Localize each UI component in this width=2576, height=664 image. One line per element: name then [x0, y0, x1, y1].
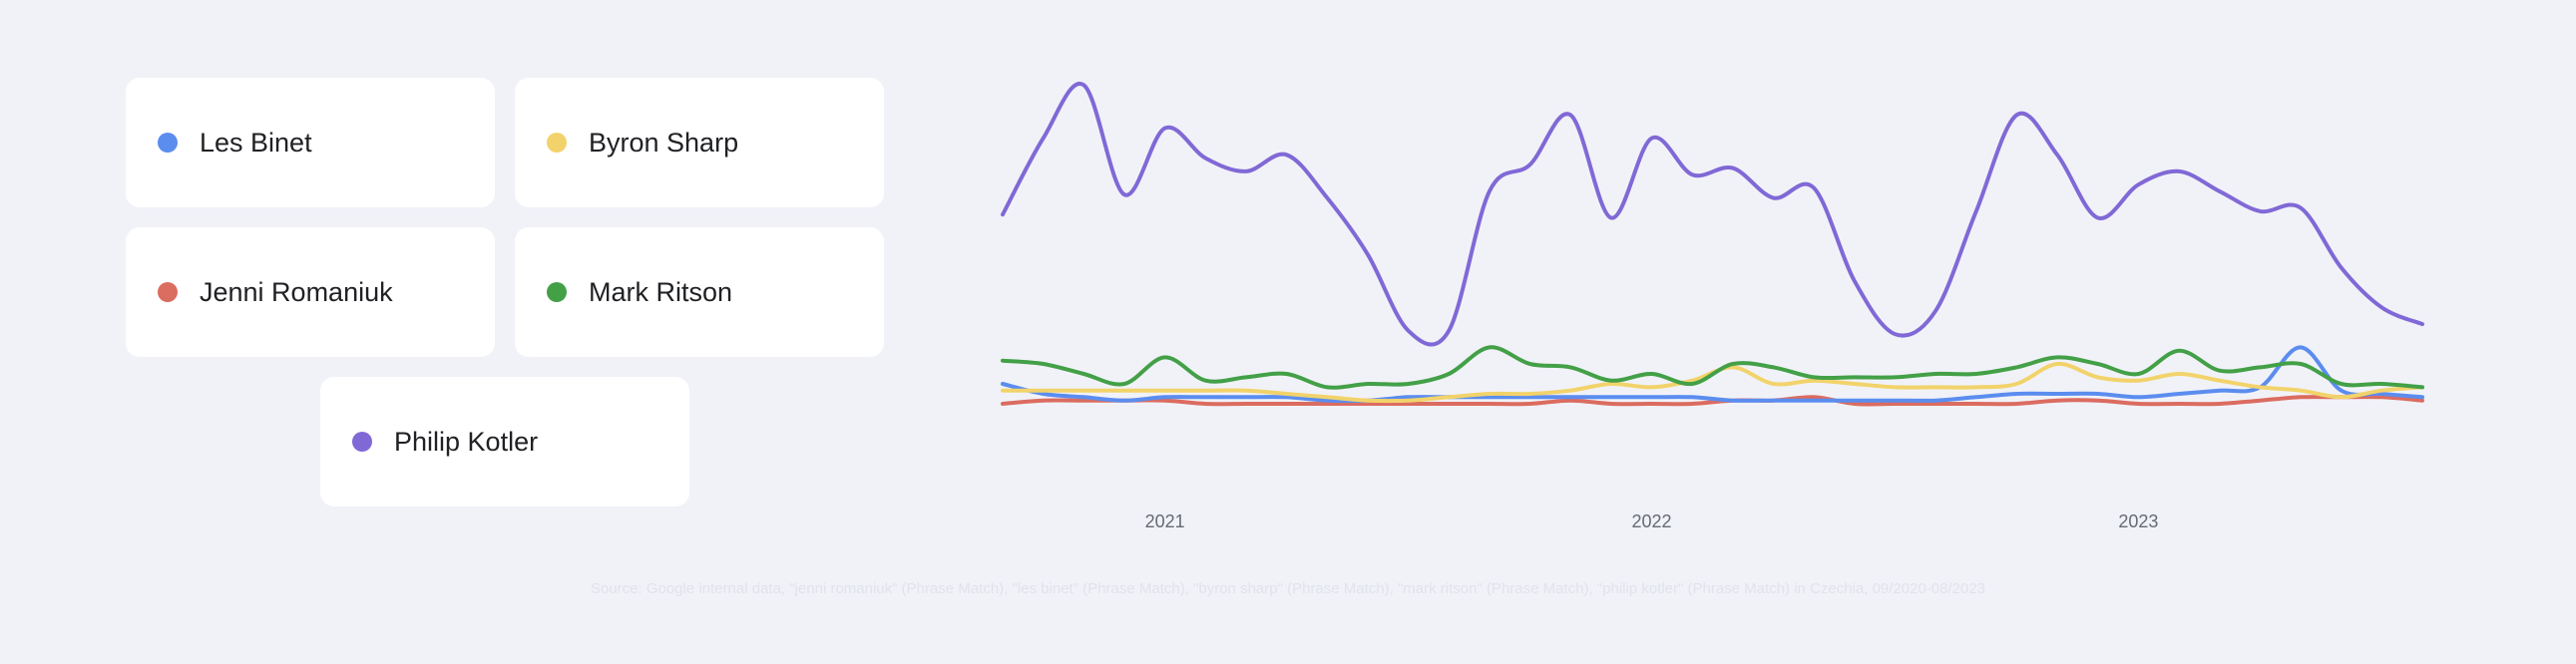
legend-label: Mark Ritson	[589, 276, 733, 307]
legend-card-mark-ritson[interactable]: Mark Ritson	[515, 227, 884, 357]
series-line-les-binet	[1001, 345, 2424, 404]
legend-label: Philip Kotler	[394, 426, 539, 457]
series-line-jenni-romaniuk	[1001, 395, 2424, 407]
legend-card-philip-kotler[interactable]: Philip Kotler	[320, 377, 689, 506]
legend-dot	[158, 133, 178, 153]
legend-dot	[547, 133, 567, 153]
series-line-mark-ritson	[1001, 345, 2424, 390]
legend-label: Byron Sharp	[589, 127, 739, 158]
line-chart: 2021 2022 2023	[1001, 82, 2424, 531]
x-tick-label: 2023	[2118, 511, 2158, 531]
series-line-philip-kotler	[1001, 82, 2424, 347]
legend-card-jenni-romaniuk[interactable]: Jenni Romaniuk	[126, 227, 495, 357]
legend-card-byron-sharp[interactable]: Byron Sharp	[515, 78, 884, 207]
source-note: Source: Google internal data, "jenni rom…	[590, 580, 1986, 597]
series-layer	[1001, 82, 2424, 407]
legend-label: Jenni Romaniuk	[200, 276, 393, 307]
x-tick-label: 2022	[1631, 511, 1671, 531]
legend-dot	[547, 282, 567, 302]
legend-card-les-binet[interactable]: Les Binet	[126, 78, 495, 207]
x-axis-ticks: 2021 2022 2023	[1145, 511, 2159, 531]
legend-dot	[352, 432, 372, 452]
x-tick-label: 2021	[1145, 511, 1185, 531]
legend-dot	[158, 282, 178, 302]
legend-label: Les Binet	[200, 127, 312, 158]
